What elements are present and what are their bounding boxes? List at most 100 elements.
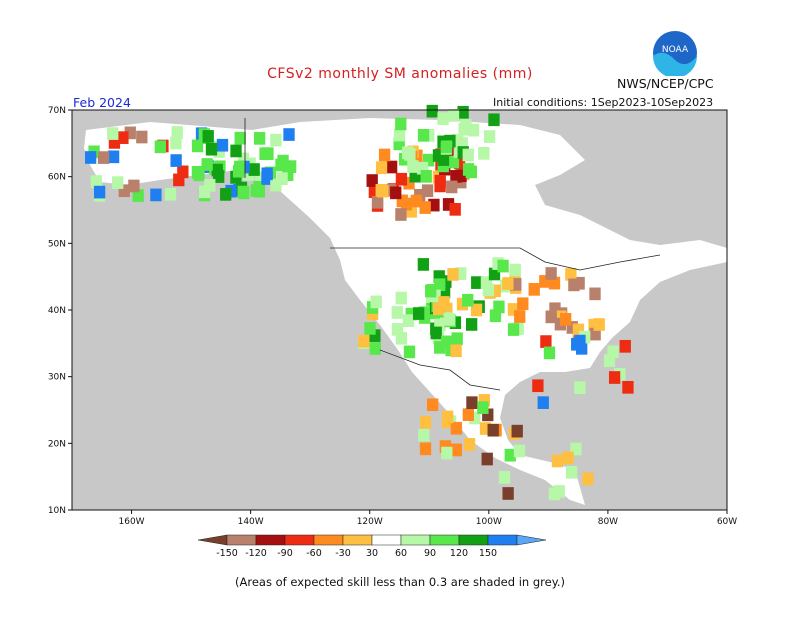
anomaly-cell bbox=[440, 275, 452, 288]
anomaly-cell bbox=[482, 408, 494, 422]
anomaly-cell bbox=[391, 306, 403, 319]
anomaly-cell bbox=[450, 421, 463, 435]
anomaly-cell bbox=[425, 284, 437, 298]
anomaly-cell bbox=[170, 154, 182, 167]
colorbar-tick-label: 60 bbox=[395, 548, 407, 559]
colorbar-segment bbox=[313, 534, 344, 546]
anomaly-cell bbox=[447, 155, 460, 169]
anomaly-cell bbox=[283, 128, 295, 141]
anomaly-cell bbox=[375, 161, 388, 175]
lat-tick-label: 50N bbox=[48, 239, 66, 249]
anomaly-cell bbox=[390, 186, 402, 200]
anomaly-cell bbox=[543, 346, 556, 360]
anomaly-cell bbox=[284, 160, 297, 173]
anomaly-cell bbox=[232, 164, 245, 178]
anomaly-cell bbox=[469, 411, 481, 425]
anomaly-cell bbox=[540, 335, 552, 348]
anomaly-cell bbox=[369, 329, 381, 342]
colorbar-segment bbox=[458, 534, 489, 546]
anomaly-cell bbox=[507, 303, 520, 316]
anomaly-cell bbox=[403, 345, 416, 359]
colorbar-segment bbox=[342, 534, 373, 546]
anomaly-cell bbox=[201, 158, 213, 171]
anomaly-cell bbox=[539, 275, 551, 288]
anomaly-cell bbox=[191, 166, 204, 179]
anomaly-cell bbox=[443, 313, 455, 326]
lon-tick-label: 140W bbox=[238, 517, 264, 527]
anomaly-cell bbox=[107, 127, 119, 140]
anomaly-cell bbox=[419, 201, 431, 214]
anomaly-cell bbox=[428, 198, 440, 212]
anomaly-cell bbox=[502, 277, 514, 290]
anomaly-cell bbox=[453, 156, 466, 170]
colorbar-segment bbox=[284, 534, 315, 546]
anomaly-cell bbox=[230, 144, 242, 158]
colorbar-tick-label: -150 bbox=[216, 548, 238, 559]
anomaly-cell bbox=[517, 297, 529, 311]
anomaly-cell bbox=[572, 323, 585, 337]
anomaly-cell bbox=[462, 293, 474, 307]
anomaly-cell bbox=[420, 416, 432, 429]
anomaly-cell bbox=[439, 440, 452, 453]
colorbar-segment bbox=[371, 534, 402, 546]
anomaly-cell bbox=[417, 258, 430, 271]
anomaly-cell bbox=[426, 104, 438, 118]
anomaly-cell bbox=[393, 128, 406, 142]
anomaly-cell bbox=[548, 276, 561, 290]
anomaly-cell bbox=[532, 379, 544, 393]
anomaly-cell bbox=[205, 142, 218, 156]
anomaly-cell bbox=[164, 187, 177, 201]
anomaly-cell bbox=[117, 131, 129, 144]
anomaly-cell bbox=[451, 332, 463, 346]
anomaly-cell bbox=[466, 396, 478, 410]
anomaly-cell bbox=[364, 322, 376, 335]
initial-conditions: Initial conditions: 1Sep2023-10Sep2023 bbox=[493, 96, 714, 109]
anomaly-cell bbox=[366, 174, 378, 187]
lat-tick-label: 60N bbox=[48, 173, 66, 183]
anomaly-cell bbox=[488, 113, 500, 127]
lat-tick-label: 30N bbox=[48, 373, 66, 383]
anomaly-cell bbox=[462, 148, 474, 162]
anomaly-cell bbox=[171, 126, 183, 139]
anomaly-cell bbox=[97, 151, 110, 164]
anomaly-cell bbox=[510, 278, 522, 291]
anomaly-cell bbox=[509, 263, 521, 277]
anomaly-cell bbox=[441, 446, 453, 460]
anomaly-cell bbox=[560, 313, 572, 326]
anomaly-cell bbox=[368, 185, 381, 199]
anomaly-cell bbox=[498, 471, 511, 484]
anomaly-cell bbox=[465, 165, 477, 179]
anomaly-cell bbox=[566, 321, 578, 334]
colorbar-tick-label: -90 bbox=[277, 548, 293, 559]
lat-tick-label: 10N bbox=[48, 506, 66, 516]
anomaly-cell bbox=[603, 354, 616, 367]
anomaly-cell bbox=[85, 151, 97, 164]
anomaly-cell bbox=[537, 396, 549, 409]
anomaly-cells bbox=[85, 104, 634, 501]
anomaly-cell bbox=[204, 179, 216, 192]
anomaly-cell bbox=[132, 189, 144, 202]
anomaly-cell bbox=[211, 163, 223, 177]
chart-title: CFSv2 monthly SM anomalies (mm) bbox=[267, 66, 533, 82]
lat-tick-label: 40N bbox=[48, 306, 66, 316]
anomaly-cell bbox=[548, 487, 561, 501]
anomaly-cell bbox=[107, 150, 120, 164]
anomaly-cell bbox=[118, 184, 130, 198]
anomaly-cell bbox=[482, 283, 495, 297]
anomaly-cell bbox=[108, 136, 121, 149]
anomaly-cell bbox=[202, 130, 214, 143]
anomaly-cell bbox=[455, 267, 467, 280]
land-area bbox=[252, 118, 727, 505]
anomaly-cell bbox=[489, 309, 502, 323]
anomaly-cell bbox=[393, 137, 405, 151]
anomaly-cell bbox=[416, 161, 429, 175]
anomaly-cell bbox=[270, 178, 282, 192]
anomaly-cell bbox=[254, 132, 266, 145]
anomaly-cell bbox=[434, 278, 446, 292]
anomaly-cell bbox=[549, 302, 561, 316]
anomaly-cell bbox=[404, 148, 416, 161]
longitude-axis: 160W 140W 120W 100W 80W 60W bbox=[119, 510, 737, 527]
anomaly-cell bbox=[259, 147, 271, 161]
anomaly-cell bbox=[395, 172, 408, 186]
anomaly-cell bbox=[442, 198, 455, 211]
